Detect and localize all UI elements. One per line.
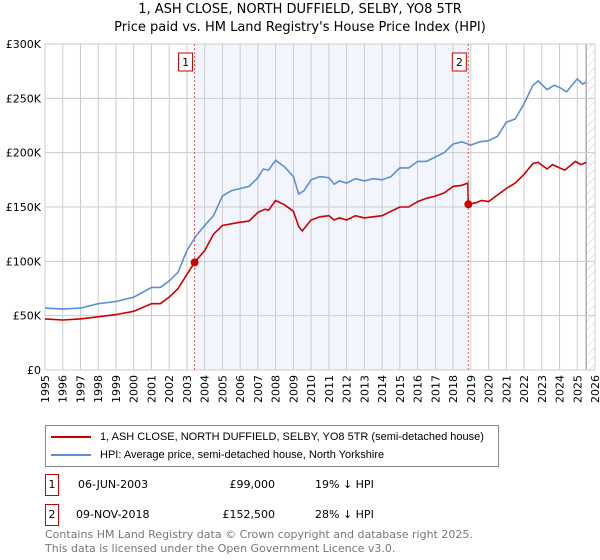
footer-line: This data is licensed under the Open Gov… — [45, 542, 396, 555]
x-tick-label: 2025 — [571, 375, 584, 403]
y-tick-label: £250K — [6, 92, 42, 105]
transaction-price: £152,500 — [222, 508, 276, 521]
y-tick-label: £0 — [27, 364, 41, 377]
x-tick-label: 2017 — [429, 375, 442, 403]
transaction-price: £99,000 — [229, 478, 276, 491]
x-tick-label: 2011 — [323, 375, 336, 403]
x-tick-label: 1997 — [74, 375, 87, 403]
x-tick-label: 2009 — [287, 375, 300, 403]
sale-badge-label: 1 — [182, 56, 189, 69]
x-tick-label: 2002 — [163, 375, 176, 403]
x-tick-label: 2020 — [483, 375, 496, 403]
transaction-row: 2 09-NOV-2018 £152,500 28% ↓ HPI — [45, 504, 445, 526]
property-price-series-line — [44, 160, 587, 321]
x-tick-label: 2022 — [518, 375, 531, 403]
sale-point — [464, 200, 473, 209]
price-chart: 1 2 1995 1996 1997 1998 1999 2000 2001 2002 2003 20… — [6, 38, 600, 403]
x-tick-label: 2014 — [376, 375, 389, 403]
transaction-badge: 1 — [45, 474, 59, 496]
x-tick-label: 2001 — [145, 375, 158, 403]
x-tick-label: 1999 — [110, 375, 123, 403]
legend-red-line-icon — [51, 436, 91, 438]
legend: 1, ASH CLOSE, NORTH DUFFIELD, SELBY, YO8… — [45, 425, 499, 467]
x-tick-label: 1995 — [39, 375, 52, 403]
legend-item-hpi: HPI: Average price, semi-detached house,… — [51, 448, 384, 462]
transaction-row: 1 06-JUN-2003 £99,000 19% ↓ HPI — [45, 474, 445, 496]
x-tick-label: 2000 — [128, 375, 141, 403]
legend-item-property: 1, ASH CLOSE, NORTH DUFFIELD, SELBY, YO8… — [51, 430, 484, 444]
y-tick-label: £300K — [6, 38, 42, 51]
y-tick-label: £50K — [13, 310, 42, 323]
y-tick-label: £200K — [6, 147, 42, 160]
y-tick-label: £150K — [6, 201, 42, 214]
x-tick-label: 2005 — [216, 375, 229, 403]
x-tick-label: 2024 — [554, 375, 567, 403]
x-tick-label: 1996 — [57, 375, 70, 403]
x-tick-label: 2004 — [199, 375, 212, 403]
sale-point — [190, 258, 199, 267]
x-tick-label: 2013 — [358, 375, 371, 403]
sale-badge-label: 2 — [456, 56, 463, 69]
hpi-series-line — [44, 77, 587, 310]
legend-label: 1, ASH CLOSE, NORTH DUFFIELD, SELBY, YO8… — [100, 431, 484, 443]
x-tick-label: 2015 — [394, 375, 407, 403]
x-tick-label: 2010 — [305, 375, 318, 403]
chart-title: 1, ASH CLOSE, NORTH DUFFIELD, SELBY, YO8… — [138, 2, 462, 17]
sale-badge — [451, 52, 467, 72]
y-tick-label: £100K — [6, 255, 42, 268]
x-tick-label: 1998 — [92, 375, 105, 403]
legend-blue-line-icon — [51, 454, 91, 456]
x-tick-label: 2003 — [181, 375, 194, 403]
footer-line: Contains HM Land Registry data © Crown c… — [45, 528, 473, 541]
sale-badge — [178, 52, 194, 72]
x-tick-label: 2012 — [341, 375, 354, 403]
x-tick-label: 2008 — [270, 375, 283, 403]
transaction-date: 09-NOV-2018 — [76, 508, 150, 521]
chart-subtitle: Price paid vs. HM Land Registry's House … — [114, 20, 486, 35]
x-tick-label: 2007 — [252, 375, 265, 403]
footer-attribution: Contains HM Land Registry data © Crown c… — [45, 528, 473, 556]
transaction-hpi-diff: 28% ↓ HPI — [315, 508, 374, 521]
x-tick-label: 2006 — [234, 375, 247, 403]
transaction-date: 06-JUN-2003 — [78, 478, 149, 491]
x-tick-label: 2018 — [447, 375, 460, 403]
transaction-badge: 2 — [45, 504, 59, 526]
x-tick-label: 2026 — [589, 375, 600, 403]
x-tick-label: 2016 — [412, 375, 425, 403]
transaction-hpi-diff: 19% ↓ HPI — [315, 478, 374, 491]
x-tick-label: 2023 — [536, 375, 549, 403]
x-tick-label: 2021 — [500, 375, 513, 403]
x-tick-label: 2019 — [465, 375, 478, 403]
legend-label: HPI: Average price, semi-detached house,… — [100, 449, 385, 461]
